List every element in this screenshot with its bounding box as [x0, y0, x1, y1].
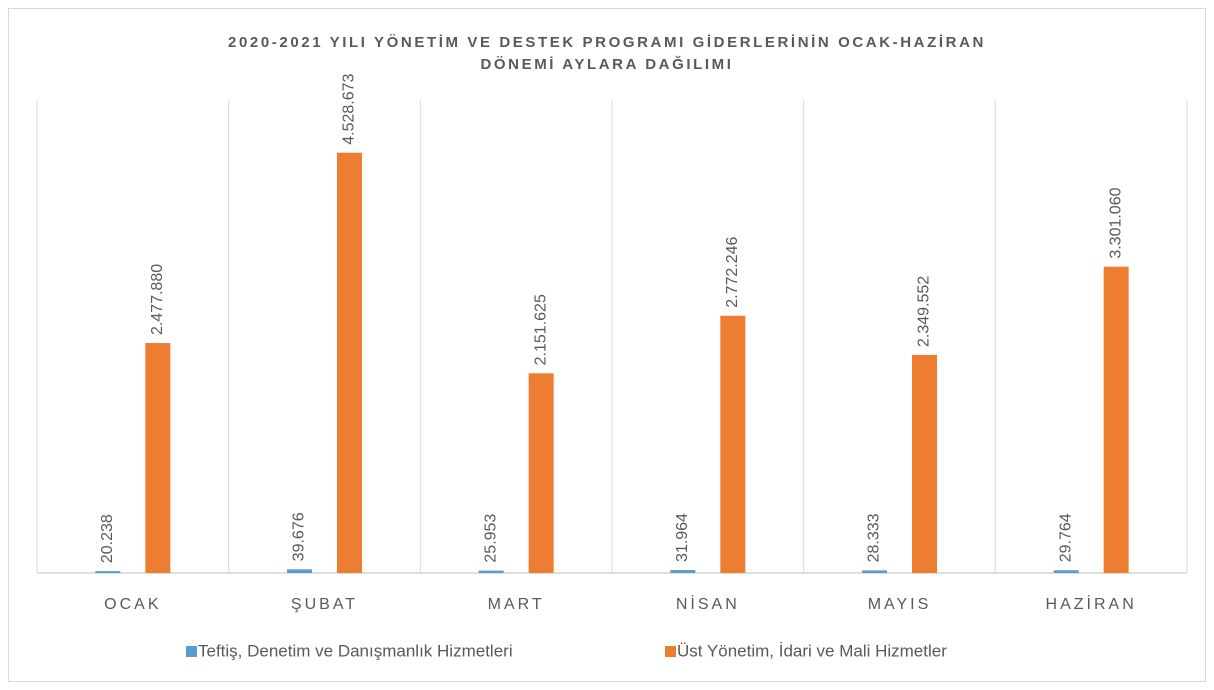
- legend-label: Üst Yönetim, İdari ve Mali Hizmetler: [677, 641, 947, 660]
- legend-swatch: [665, 646, 676, 657]
- bar: [528, 373, 554, 573]
- bar: [1103, 266, 1129, 573]
- legend-label: Teftiş, Denetim ve Danışmanlık Hizmetler…: [198, 641, 513, 660]
- x-tick-label: OCAK: [104, 596, 161, 613]
- legend-swatch: [186, 646, 197, 657]
- data-label: 39.676: [291, 512, 308, 561]
- bar: [287, 569, 312, 573]
- data-label: 2.151.625: [532, 294, 549, 365]
- data-label: 31.964: [674, 513, 691, 562]
- bar: [720, 315, 746, 573]
- data-label: 2.772.246: [724, 236, 741, 307]
- x-tick-label: ŞUBAT: [291, 596, 358, 613]
- data-label: 2.349.552: [916, 276, 933, 347]
- bar: [1053, 570, 1079, 573]
- chart-border: [8, 8, 1206, 682]
- bar: [95, 571, 121, 573]
- data-label: 29.764: [1057, 513, 1074, 562]
- chart-title: DÖNEMİ AYLARA DAĞILIMI: [480, 55, 733, 73]
- data-label: 28.333: [866, 513, 883, 562]
- bar: [862, 570, 887, 573]
- data-label: 25.953: [482, 514, 499, 563]
- data-label: 4.528.673: [341, 73, 358, 144]
- x-tick-label: NİSAN: [676, 594, 740, 613]
- data-label: 2.477.880: [149, 264, 166, 335]
- chart-title: 2020-2021 YILI YÖNETİM VE DESTEK PROGRAM…: [228, 34, 986, 51]
- bar: [670, 570, 696, 573]
- bar: [145, 343, 171, 573]
- x-tick-label: MAYIS: [868, 596, 932, 613]
- x-tick-label: HAZİRAN: [1046, 594, 1137, 613]
- bar: [478, 570, 504, 573]
- data-label: 20.238: [99, 514, 116, 563]
- bar: [337, 152, 362, 574]
- x-tick-label: MART: [488, 596, 545, 613]
- data-label: 3.301.060: [1107, 187, 1124, 258]
- bar: [912, 354, 937, 573]
